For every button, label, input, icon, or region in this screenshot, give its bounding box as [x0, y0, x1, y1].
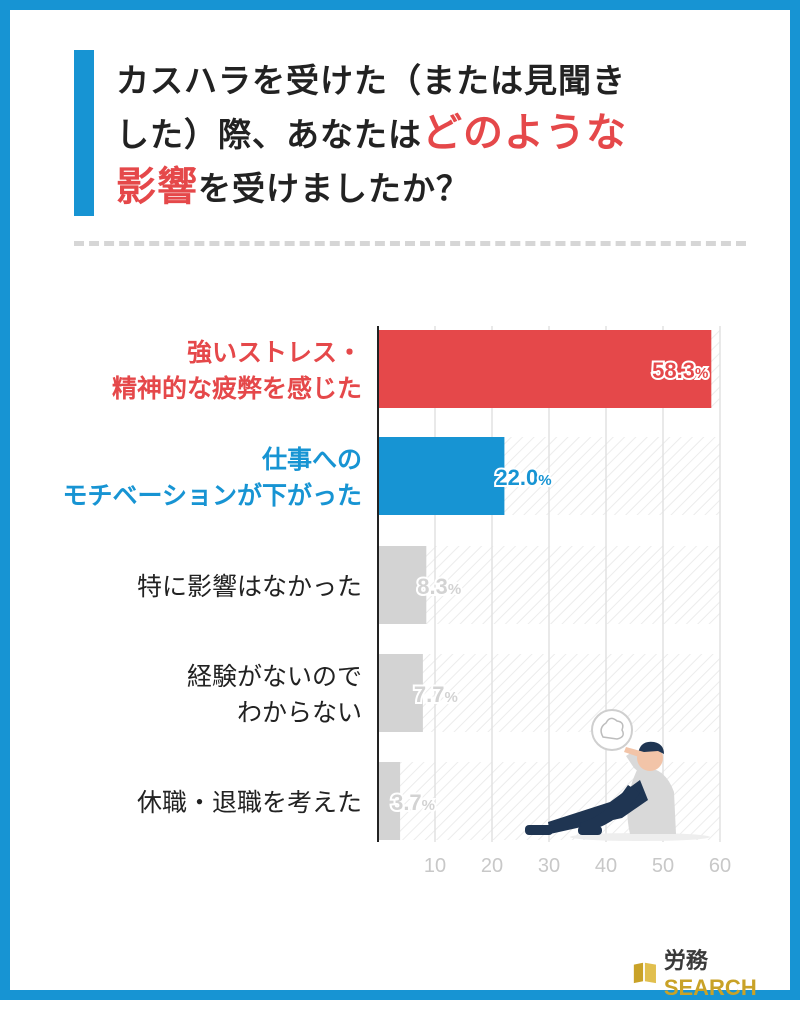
- value-label: 8.3%: [417, 574, 461, 599]
- value-unit: %: [538, 472, 551, 489]
- value-number: 58.3: [652, 358, 695, 383]
- value-unit: %: [695, 365, 708, 382]
- value-unit: %: [448, 581, 461, 598]
- value-label: 3.7%: [391, 790, 435, 815]
- category-label: 強いストレス・: [187, 338, 362, 367]
- brand-name-en: SEARCH: [663, 975, 757, 1000]
- value-label: 7.7%: [414, 682, 458, 707]
- title-line-2: した）際、あなたは: [116, 115, 422, 154]
- bar: [379, 762, 401, 840]
- title-accent-bar: [74, 50, 94, 216]
- title-highlight-1: どのような: [422, 110, 627, 156]
- brand-logo: 労務SEARCH: [632, 948, 790, 1000]
- x-tick-label: 40: [595, 855, 617, 877]
- value-label: 58.3%: [652, 358, 708, 383]
- brand-name-jp: 労務: [663, 948, 708, 973]
- title-line-3: を受けましたか？: [198, 169, 470, 208]
- value-unit: %: [444, 689, 457, 706]
- title-divider: [74, 241, 746, 246]
- category-label: 休職・退職を考えた: [137, 788, 362, 817]
- title-line-1: カスハラを受けた（または見聞き: [116, 61, 626, 100]
- x-tick-label: 10: [424, 855, 446, 877]
- x-tick-label: 20: [481, 855, 503, 877]
- page-title: カスハラを受けた（または見聞き した）際、あなたはどのような 影響を受けましたか…: [116, 54, 776, 215]
- sitting-person-illustration: [525, 709, 710, 841]
- bar: [379, 437, 505, 515]
- book-icon: [633, 962, 656, 984]
- x-tick-label: 50: [652, 855, 674, 877]
- bar: [379, 330, 712, 408]
- category-label: 経験がないので: [187, 662, 362, 691]
- value-number: 22.0: [495, 465, 538, 490]
- category-label: わからない: [237, 698, 362, 727]
- value-number: 3.7: [391, 790, 422, 815]
- value-number: 7.7: [414, 682, 445, 707]
- title-highlight-2: 影響: [116, 164, 198, 210]
- category-label: モチベーションが下がった: [62, 481, 362, 510]
- category-label: 仕事への: [261, 445, 362, 474]
- value-number: 8.3: [417, 574, 448, 599]
- value-unit: %: [422, 797, 435, 814]
- x-tick-label: 30: [538, 855, 560, 877]
- bar: [379, 546, 427, 624]
- bar: [379, 654, 423, 732]
- category-label: 特に影響はなかった: [137, 572, 362, 601]
- category-label: 精神的な疲弊を感じた: [112, 374, 362, 403]
- x-tick-label: 60: [709, 855, 731, 877]
- value-label: 22.0%: [495, 465, 551, 490]
- bar-chart: 10 20 30 40 50 60 強いストレス・精神的な疲弊を感じた 58.3% 仕事へのモ…: [62, 326, 731, 877]
